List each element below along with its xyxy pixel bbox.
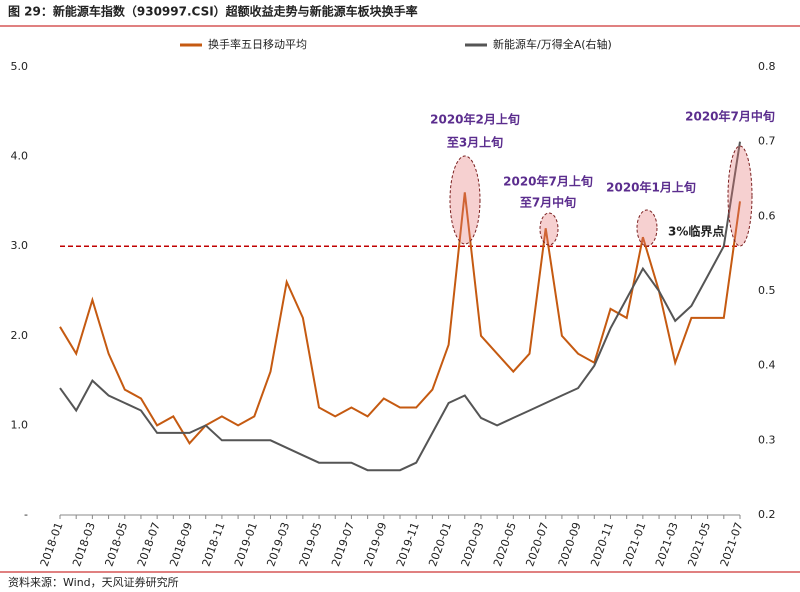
x-tick-label: 2019-03 xyxy=(264,521,292,569)
x-tick-label: 2021-01 xyxy=(621,521,649,569)
x-tick-label: 2018-05 xyxy=(102,521,130,569)
highlight xyxy=(636,209,658,247)
x-tick-label: 2021-07 xyxy=(718,521,746,569)
x-tick-label: 2018-07 xyxy=(135,521,163,569)
highlight xyxy=(449,155,481,245)
annotation: 2020年7月上旬 xyxy=(503,174,593,189)
x-tick-label: 2020-11 xyxy=(588,521,616,569)
y2-tick-label: 0.7 xyxy=(758,135,776,148)
y-tick-label: - xyxy=(24,508,28,521)
y-tick-label: 1.0 xyxy=(11,418,29,431)
x-tick-label: 2020-05 xyxy=(491,521,519,569)
y2-tick-label: 0.6 xyxy=(758,209,776,222)
highlight xyxy=(727,145,753,247)
legend-label: 换手率五日移动平均 xyxy=(208,37,307,51)
y-tick-label: 3.0 xyxy=(11,239,29,252)
x-tick-label: 2018-01 xyxy=(38,521,66,569)
x-tick-label: 2021-05 xyxy=(685,521,713,569)
y-tick-label: 5.0 xyxy=(11,60,29,73)
legend-label: 新能源车/万得全A(右轴) xyxy=(493,37,612,51)
y2-tick-label: 0.5 xyxy=(758,284,776,297)
y-tick-label: 2.0 xyxy=(11,329,29,342)
x-tick-label: 2019-05 xyxy=(297,521,325,569)
y-tick-label: 4.0 xyxy=(11,150,29,163)
annotation: 2020年2月上旬 xyxy=(430,112,520,127)
x-tick-label: 2020-03 xyxy=(459,521,487,569)
annotation: 2020年1月上旬 xyxy=(606,180,696,195)
x-tick-label: 2020-09 xyxy=(556,521,584,569)
x-tick-label: 2019-01 xyxy=(232,521,260,569)
annotation: 2020年7月中旬 xyxy=(685,109,775,124)
x-tick-label: 2018-03 xyxy=(70,521,98,569)
x-tick-label: 2020-01 xyxy=(426,521,454,569)
x-tick-label: 2021-03 xyxy=(653,521,681,569)
x-tick-label: 2019-09 xyxy=(362,521,390,569)
x-tick-label: 2020-07 xyxy=(523,521,551,569)
source: 资料来源：Wind，天风证券研究所 xyxy=(8,575,179,589)
highlight xyxy=(539,212,559,246)
x-tick-label: 2019-11 xyxy=(394,521,422,569)
y2-tick-label: 0.3 xyxy=(758,433,776,446)
annotation: 至3月上旬 xyxy=(447,135,503,150)
chart-title: 图 29：新能源车指数（930997.CSI）超额收益走势与新能源车板块换手率 xyxy=(8,4,418,19)
series-line xyxy=(59,141,741,472)
x-tick-label: 2019-07 xyxy=(329,521,357,569)
y2-tick-label: 0.4 xyxy=(758,359,776,372)
y2-tick-label: 0.2 xyxy=(758,508,776,521)
y2-tick-label: 0.8 xyxy=(758,60,776,73)
x-tick-label: 2018-11 xyxy=(200,521,228,569)
x-tick-label: 2018-09 xyxy=(167,521,195,569)
annotation: 至7月中旬 xyxy=(520,195,576,210)
threshold-label: 3%临界点 xyxy=(668,224,724,239)
series-line xyxy=(59,192,741,445)
